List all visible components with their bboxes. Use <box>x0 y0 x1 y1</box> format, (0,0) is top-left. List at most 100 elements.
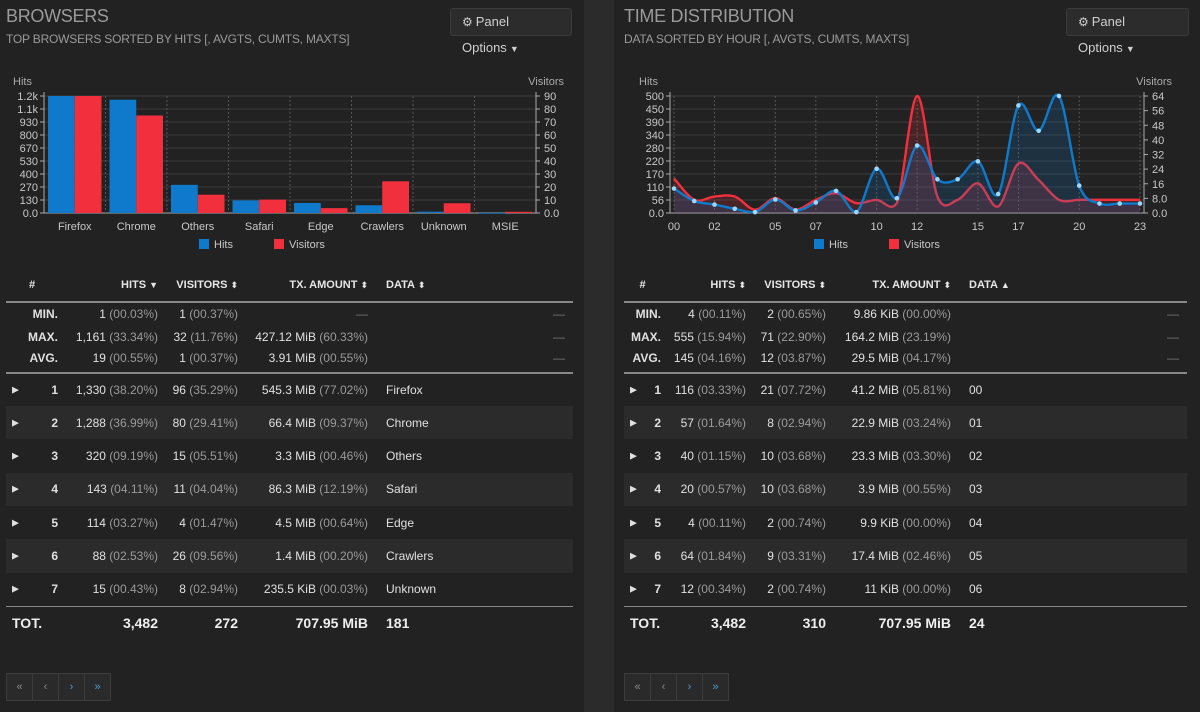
summary-row: MAX. 1,161 (33.34%) 32 (11.76%) 427.12 MiB … <box>6 326 573 350</box>
bar-visitors-safari <box>259 199 286 213</box>
legend-swatch-visitors <box>889 239 899 249</box>
table-row[interactable]: ▶ 7 15 (00.43%) 8 (02.94%) 235.5 KiB (00.03%… <box>6 573 573 606</box>
first-page-button[interactable]: « <box>6 673 33 701</box>
visitors-cell: 80 (29.41%) <box>166 405 246 440</box>
col-header-tx[interactable]: TX. AMOUNT ⬍ <box>834 268 959 303</box>
prev-page-button[interactable]: ‹ <box>32 673 59 701</box>
visitors-cell: 4 (01.47%) <box>166 506 246 539</box>
point-hits-13 <box>935 176 940 182</box>
row-num: 4 <box>654 482 661 497</box>
point-hits-18 <box>1036 128 1041 134</box>
hits-percent: (36.99%) <box>109 415 158 430</box>
last-page-button[interactable]: » <box>702 673 729 701</box>
row-num-cell: ▶ 1 <box>6 371 66 406</box>
visitors-cell: 15 (05.51%) <box>166 439 246 472</box>
hits-value: 88 <box>92 549 106 564</box>
time-distribution-table: # HITS ⬍ VISITORS ⬍ TX. AMOUNT ⬍ DATA ▲ MIN. 4 (00… <box>624 268 1187 641</box>
y-tick-label: 400 <box>20 169 38 181</box>
tx-value: 9.86 KiB <box>853 307 899 322</box>
visitors-value: 15 <box>172 448 186 463</box>
visitors-value: 71 <box>760 330 774 345</box>
bar-hits-crawlers <box>355 205 383 213</box>
table-row[interactable]: ▶ 7 12 (00.34%) 2 (00.74%) 11 KiB (00.00%) 06 <box>624 573 1187 606</box>
col-header-data[interactable]: DATA ⬍ <box>376 268 573 303</box>
next-page-button[interactable]: › <box>676 673 703 701</box>
point-hits-15 <box>975 159 981 164</box>
panel-options-label: Panel Options <box>462 14 510 55</box>
tx-value: 4.5 MiB <box>275 515 316 530</box>
table-row[interactable]: ▶ 4 20 (00.57%) 10 (03.68%) 3.9 MiB (00.55%)… <box>624 472 1187 507</box>
expand-caret-icon[interactable]: ▶ <box>630 417 637 428</box>
table-row[interactable]: ▶ 2 57 (01.64%) 8 (02.94%) 22.9 MiB (03.24%)… <box>624 405 1187 440</box>
y-tick-label: 110 <box>646 182 664 194</box>
visitors-percent: (02.94%) <box>189 582 238 597</box>
summary-row: MIN. 1 (00.03%) 1 (00.37%) — — <box>6 302 573 326</box>
expand-caret-icon[interactable]: ▶ <box>12 550 19 561</box>
tx-cell: 41.2 MiB (05.81%) <box>834 371 959 406</box>
expand-caret-icon[interactable]: ▶ <box>630 450 637 461</box>
table-row[interactable]: ▶ 3 320 (09.19%) 15 (05.51%) 3.3 MiB (00.46%… <box>6 439 573 472</box>
table-row[interactable]: ▶ 6 64 (01.84%) 9 (03.31%) 17.4 MiB (02.46%)… <box>624 539 1187 573</box>
col-header-visitors[interactable]: VISITORS ⬍ <box>166 268 246 303</box>
x-tick-label: 02 <box>708 221 720 233</box>
hits-cell: 1,288 (36.99%) <box>66 405 166 440</box>
panel-options-button[interactable]: ⚙ Panel Options ▼ <box>1066 8 1189 55</box>
panel-options-button[interactable]: ⚙ Panel Options ▼ <box>450 8 572 55</box>
tx-percent: (77.02%) <box>319 382 368 397</box>
table-row[interactable]: ▶ 1 116 (03.33%) 21 (07.72%) 41.2 MiB (05.81… <box>624 371 1187 406</box>
table-row[interactable]: ▶ 6 88 (02.53%) 26 (09.56%) 1.4 MiB (00.20%)… <box>6 539 573 573</box>
col-header-data[interactable]: DATA ▲ <box>959 268 1187 303</box>
data-cell: Safari <box>376 472 573 507</box>
col-header-visitors[interactable]: VISITORS ⬍ <box>754 268 834 303</box>
expand-caret-icon[interactable]: ▶ <box>630 483 637 494</box>
time-distribution-panel: TIME DISTRIBUTION DATA SORTED BY HOUR [,… <box>614 0 1200 712</box>
table-row[interactable]: ▶ 1 1,330 (38.20%) 96 (35.29%) 545.3 MiB (77… <box>6 371 573 406</box>
table-row[interactable]: ▶ 5 114 (03.27%) 4 (01.47%) 4.5 MiB (00.64%)… <box>6 506 573 539</box>
expand-caret-icon[interactable]: ▶ <box>630 583 637 594</box>
bar-visitors-crawlers <box>382 181 409 213</box>
x-tick-label: Others <box>181 221 215 233</box>
tx-cell: 1.4 MiB (00.20%) <box>246 539 376 573</box>
row-num-cell: ▶ 4 <box>6 472 66 507</box>
expand-caret-icon[interactable]: ▶ <box>12 517 19 528</box>
col-header-hits[interactable]: HITS ▼ <box>66 268 166 303</box>
summary-label: AVG. <box>29 351 58 366</box>
expand-caret-icon[interactable]: ▶ <box>12 417 19 428</box>
last-page-button[interactable]: » <box>84 673 111 701</box>
x-tick-label: 05 <box>769 221 781 233</box>
y2-tick-label: 50 <box>544 143 556 155</box>
table-row[interactable]: ▶ 5 4 (00.11%) 2 (00.74%) 9.9 KiB (00.00%) 04 <box>624 506 1187 539</box>
expand-caret-icon[interactable]: ▶ <box>630 550 637 561</box>
expand-caret-icon[interactable]: ▶ <box>12 583 19 594</box>
hits-cell: 57 (01.64%) <box>669 405 754 440</box>
table-row[interactable]: ▶ 4 143 (04.11%) 11 (04.04%) 86.3 MiB (12.19… <box>6 472 573 507</box>
col-header-tx[interactable]: TX. AMOUNT ⬍ <box>246 268 376 303</box>
tx-cell: 235.5 KiB (00.03%) <box>246 573 376 606</box>
col-header-hits[interactable]: HITS ⬍ <box>669 268 754 303</box>
first-page-button[interactable]: « <box>624 673 651 701</box>
hits-percent: (04.11%) <box>110 482 158 497</box>
expand-caret-icon[interactable]: ▶ <box>630 384 637 395</box>
table-row[interactable]: ▶ 2 1,288 (36.99%) 80 (29.41%) 66.4 MiB (09.… <box>6 405 573 440</box>
tx-percent: (00.03%) <box>319 582 368 597</box>
expand-caret-icon[interactable]: ▶ <box>12 450 19 461</box>
y2-tick-label: 0.0 <box>1152 208 1167 220</box>
panel-subtitle: DATA SORTED BY HOUR [, AVGTS, CUMTS, MAX… <box>624 32 910 46</box>
visitors-cell: 1 (00.37%) <box>166 302 246 326</box>
panel-title: TIME DISTRIBUTION <box>624 6 794 26</box>
visitors-cell: 8 (02.94%) <box>166 573 246 606</box>
expand-caret-icon[interactable]: ▶ <box>12 384 19 395</box>
y2-axis-title: Visitors <box>1136 76 1172 88</box>
point-hits-09 <box>854 209 859 215</box>
hits-percent: (03.27%) <box>109 515 158 530</box>
table-row[interactable]: ▶ 3 40 (01.15%) 10 (03.68%) 23.3 MiB (03.30%… <box>624 439 1187 472</box>
caret-down-icon: ▼ <box>509 44 519 54</box>
prev-page-button[interactable]: ‹ <box>650 673 677 701</box>
col-header-num-label: # <box>28 278 36 291</box>
next-page-button[interactable]: › <box>58 673 85 701</box>
visitors-cell: 71 (22.90%) <box>754 326 834 350</box>
expand-caret-icon[interactable]: ▶ <box>12 483 19 494</box>
point-hits-14 <box>955 176 960 182</box>
expand-caret-icon[interactable]: ▶ <box>630 517 637 528</box>
y2-tick-label: 24 <box>1152 164 1164 176</box>
